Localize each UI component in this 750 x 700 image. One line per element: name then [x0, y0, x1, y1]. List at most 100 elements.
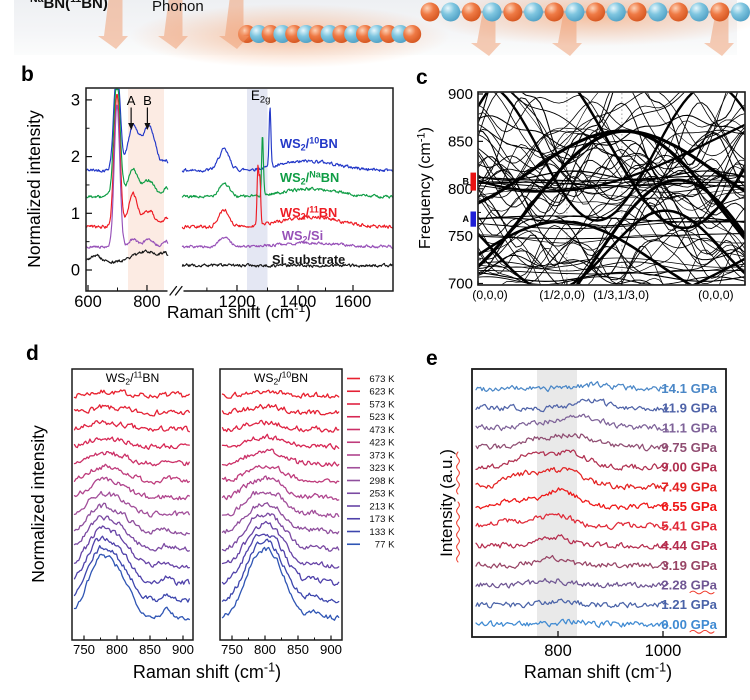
temp-curve-253K — [221, 512, 340, 552]
pressure-label-655GPa: 6.55 GPa — [661, 499, 717, 514]
highlight-band — [128, 89, 164, 290]
phonon-band — [478, 224, 745, 285]
pressure-label-749GPa: 7.49 GPa — [661, 479, 717, 494]
phonon-band — [478, 233, 745, 240]
y-tick-label: 700 — [448, 276, 473, 293]
phonon-band — [478, 276, 745, 285]
temp-curve-373K — [73, 476, 190, 501]
legend-label-253K: 253 K — [369, 489, 395, 500]
phonon-band — [510, 92, 685, 139]
panel-b-curves — [86, 88, 393, 268]
phonon-band — [478, 245, 745, 285]
x-tick-label: 800 — [106, 642, 128, 657]
curve-label-si-substrate: Si substrate — [272, 252, 345, 267]
nitrogen-atom — [524, 2, 543, 22]
panel-d-temperature-raman: WS2/11BN 750 800 850 900 WS2/10BN 750 800 850 900… — [28, 368, 395, 682]
x-tick-label: 800 — [544, 642, 572, 660]
phonon-arrow-icon — [158, 0, 188, 49]
pressure-curve-111GPa — [475, 413, 669, 432]
x-tick-label: 600 — [74, 293, 102, 311]
phonon-band — [478, 128, 745, 203]
curve-label-ws2-10bn: WS2/10BN — [280, 136, 338, 153]
kpath-label: (1/2,0,0) — [539, 288, 585, 302]
isotope-bn-label: NaBN(11BN) — [30, 0, 108, 12]
legend-label-213K: 213 K — [369, 501, 395, 512]
panel-c-bands — [478, 92, 745, 285]
phonon-band — [478, 163, 745, 232]
spectrum-curve-ws2-10bn — [86, 88, 393, 173]
axis-break-slash — [174, 285, 183, 296]
pressure-curve-228GPa — [475, 577, 669, 589]
phonon-band — [478, 124, 745, 195]
mode-marker-label: A — [463, 214, 470, 224]
temp-curve-473K — [221, 448, 340, 467]
panel-e-frame — [471, 368, 727, 638]
spectrum-curve-ws2-nabn — [86, 88, 393, 199]
pressure-curve-444GPa — [475, 534, 669, 550]
pressure-curve-000GPa — [475, 618, 669, 629]
legend-label-623K: 623 K — [369, 387, 395, 398]
y-tick-label: 2 — [71, 148, 80, 166]
legend-label-423K: 423 K — [369, 438, 395, 449]
annotation-arrowhead — [144, 123, 151, 130]
panel-b-frame — [85, 87, 394, 292]
temp-curve-373K — [221, 475, 340, 501]
panel-c-letter: c — [416, 66, 428, 89]
pressure-curve-141GPa — [475, 380, 669, 393]
y-tick-label: 850 — [448, 133, 473, 150]
phonon-arrow-icon — [98, 0, 128, 49]
phonon-band — [478, 261, 745, 272]
pressure-label-975GPa: 9.75 GPa — [661, 440, 717, 455]
pressure-label-228GPa: 2.28 GPa — [661, 578, 717, 593]
phonon-band — [478, 184, 745, 193]
temp-curve-473K — [73, 450, 190, 467]
panel-e-pressure-raman: 14.1 GPa 11.9 GPa 11.1 GPa 9.75 GPa 9.00 GPa… — [437, 368, 727, 682]
temp-curve-213K — [221, 520, 340, 569]
pressure-curve-749GPa — [475, 466, 669, 491]
phonon-band — [478, 271, 745, 282]
boron-atom — [668, 2, 688, 22]
temp-curve-523K — [73, 436, 190, 450]
axis-break-mask — [167, 288, 184, 294]
boron-atom — [403, 25, 422, 43]
legend-label-673K: 673 K — [369, 374, 395, 385]
phonon-band — [478, 175, 745, 182]
spectrum-curve-si-substrate — [86, 249, 393, 268]
phonon-band — [478, 182, 745, 190]
phonon-arrow-icon — [219, 0, 249, 49]
spectrum-curve-ws2-11bn — [86, 93, 393, 230]
panel-c-phonon-dispersion: 700 750 800 850 900 (0,0,0) (1/2,0,0) (1/3,1/3,… — [415, 86, 746, 302]
legend-label-298K: 298 K — [369, 476, 395, 487]
pressure-curve-319GPa — [475, 554, 669, 569]
phonon-band — [513, 92, 729, 150]
pressure-curve-900GPa — [475, 449, 669, 471]
x-tick-label: 750 — [73, 642, 95, 657]
panel-d-y-axis-title: Normalized intensity — [28, 425, 48, 583]
pressure-label-141GPa: 14.1 GPa — [661, 381, 717, 396]
phonon-band — [478, 114, 745, 149]
phonon-band — [478, 170, 745, 181]
panel-c-y-axis-title: Frequency (cm-1) — [415, 127, 434, 249]
panel-e-y-axis-title: Intensity (a.u.) — [437, 449, 456, 557]
phonon-band — [478, 269, 745, 275]
nitrogen-atom — [731, 2, 750, 22]
nitrogen-atom — [606, 2, 626, 22]
x-tick-label: 1000 — [645, 642, 682, 660]
temp-curve-173K — [73, 535, 190, 586]
kpath-label: (0,0,0) — [698, 288, 734, 302]
phonon-band — [478, 142, 745, 228]
pressure-curve-541GPa — [475, 512, 669, 531]
peak-annotation-label: A — [127, 93, 136, 108]
legend-label-473K: 473 K — [369, 425, 395, 436]
x-tick-label: 900 — [320, 642, 342, 657]
temp-curve-298K — [73, 502, 190, 536]
curve-label-ws2-11bn: WS2/11BN — [280, 205, 337, 222]
y-tick-label: 3 — [71, 91, 80, 109]
nitrogen-atom — [482, 2, 502, 22]
mode-marker-a — [470, 211, 476, 227]
x-tick-label: 1600 — [335, 293, 372, 311]
curve-label-ws2-nabn: WS2/NaBN — [280, 170, 339, 187]
temp-curve-423K — [221, 464, 340, 484]
